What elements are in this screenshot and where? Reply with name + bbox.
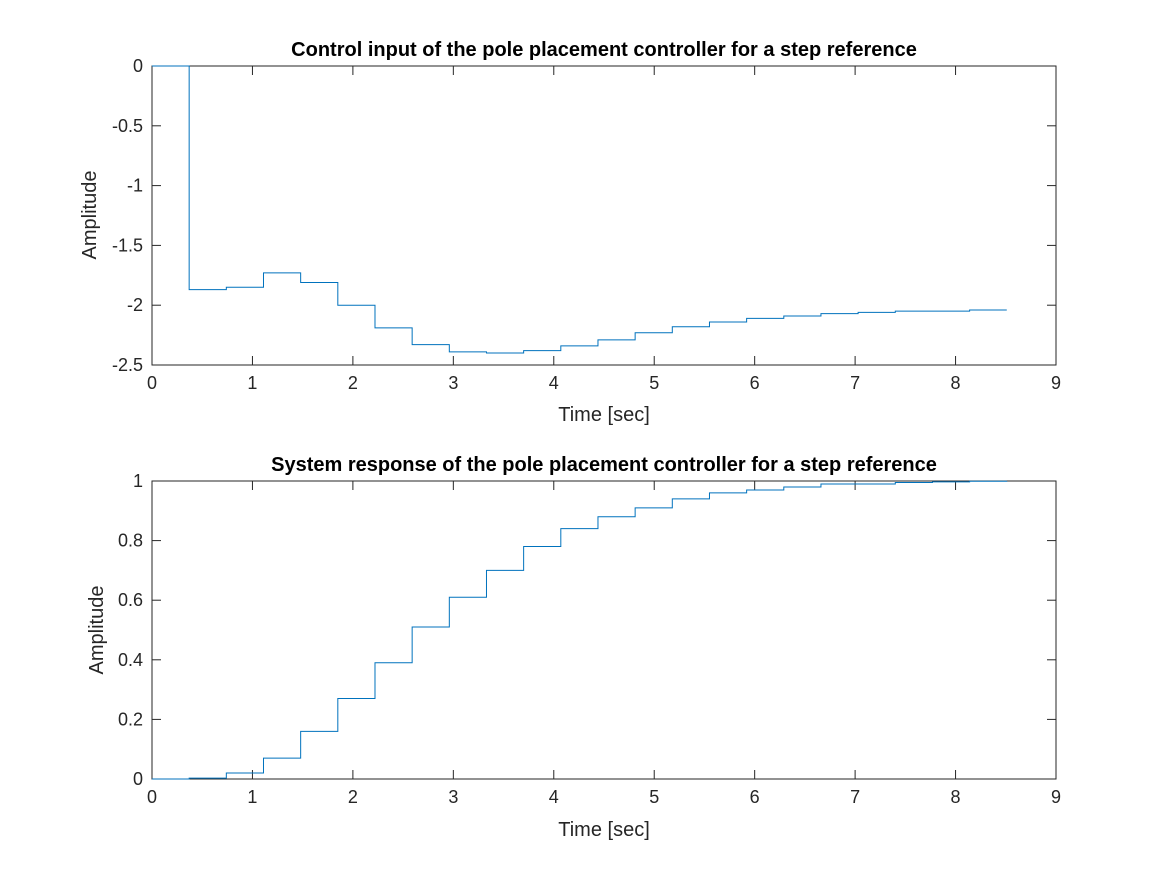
control-input-x-tick-label: 7 bbox=[850, 373, 860, 393]
system-response-y-tick-label: 0.2 bbox=[118, 709, 143, 729]
control-input-x-tick-label: 8 bbox=[951, 373, 961, 393]
control-input-x-tick-label: 2 bbox=[348, 373, 358, 393]
system-response-y-tick-label: 0.4 bbox=[118, 650, 143, 670]
control-input-y-tick-label: -0.5 bbox=[112, 116, 143, 136]
control-input-x-tick-label: 3 bbox=[448, 373, 458, 393]
control-input-y-tick-label: -2 bbox=[127, 295, 143, 315]
control-input-x-tick-label: 1 bbox=[247, 373, 257, 393]
control-input-plot-frame bbox=[151, 65, 1057, 366]
control-input-x-tick-label: 5 bbox=[649, 373, 659, 393]
system-response-plot-ticks: 0 1 2 3 4 5 6 7 8 9 0 0.2 0.4 0.6 0.8 1 bbox=[118, 471, 1061, 807]
control-input-x-tick-label: 4 bbox=[549, 373, 559, 393]
control-input-y-tick-label: -2.5 bbox=[112, 355, 143, 375]
system-response-x-tick-label: 6 bbox=[750, 787, 760, 807]
system-response-x-tick-label: 1 bbox=[247, 787, 257, 807]
control-input-y-tick-label: 0 bbox=[133, 56, 143, 76]
system-response-plot-title: System response of the pole placement co… bbox=[271, 454, 937, 476]
system-response-plot: System response of the pole placement co… bbox=[86, 454, 1061, 841]
system-response-y-tick-label: 1 bbox=[133, 471, 143, 491]
control-input-y-axis-label: Amplitude bbox=[79, 171, 101, 260]
control-input-x-tick-label: 0 bbox=[147, 373, 157, 393]
system-response-y-tick-label: 0.6 bbox=[118, 590, 143, 610]
control-input-y-tick-label: -1 bbox=[127, 176, 143, 196]
system-response-x-tick-label: 7 bbox=[850, 787, 860, 807]
system-response-plot-frame bbox=[151, 480, 1057, 780]
control-input-plot-title: Control input of the pole placement cont… bbox=[291, 39, 917, 61]
system-response-series-line bbox=[152, 480, 1008, 780]
system-response-y-axis-label: Amplitude bbox=[86, 586, 108, 675]
control-input-x-tick-label: 9 bbox=[1051, 373, 1061, 393]
system-response-x-tick-label: 9 bbox=[1051, 787, 1061, 807]
system-response-y-tick-label: 0 bbox=[133, 769, 143, 789]
system-response-x-tick-label: 2 bbox=[348, 787, 358, 807]
control-input-series-line bbox=[152, 65, 1007, 354]
control-input-x-tick-label: 6 bbox=[750, 373, 760, 393]
system-response-x-tick-label: 4 bbox=[549, 787, 559, 807]
control-input-y-tick-label: -1.5 bbox=[112, 235, 143, 255]
system-response-x-tick-label: 5 bbox=[649, 787, 659, 807]
control-input-plot-ticks: 0 1 2 3 4 5 6 7 8 9 -2.5 -2 -1.5 -1 -0.5 0 bbox=[112, 56, 1061, 393]
control-input-plot: Control input of the pole placement cont… bbox=[79, 39, 1061, 426]
system-response-x-tick-label: 8 bbox=[951, 787, 961, 807]
control-input-x-axis-label: Time [sec] bbox=[558, 404, 650, 426]
system-response-y-tick-label: 0.8 bbox=[118, 531, 143, 551]
system-response-x-axis-label: Time [sec] bbox=[558, 819, 650, 841]
system-response-x-tick-label: 3 bbox=[448, 787, 458, 807]
system-response-x-tick-label: 0 bbox=[147, 787, 157, 807]
